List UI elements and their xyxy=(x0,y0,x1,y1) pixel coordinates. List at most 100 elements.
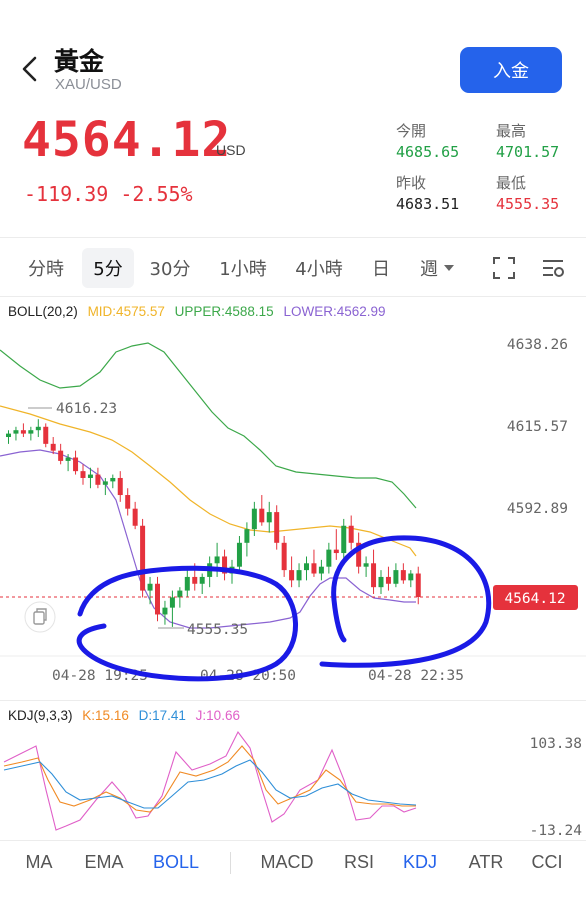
candle-body xyxy=(73,457,79,472)
candle-body xyxy=(296,570,302,581)
candle-body xyxy=(214,556,220,564)
y-axis-label: 4638.26 xyxy=(507,337,568,353)
y-axis-label: 4615.57 xyxy=(507,419,568,435)
tab-indicator-ma[interactable]: MA xyxy=(25,852,53,872)
candle-body xyxy=(311,563,317,574)
tab-timeframe-4h[interactable]: 4小時 xyxy=(295,259,343,280)
candle-body xyxy=(177,590,183,598)
bottom-divider xyxy=(0,840,586,841)
candle-body xyxy=(304,563,309,571)
boll-bands xyxy=(0,342,417,629)
candle-body xyxy=(400,570,406,581)
candle-body xyxy=(371,563,377,588)
candle-body xyxy=(251,508,257,530)
candle-body xyxy=(274,512,280,543)
current-price: 4564.12 xyxy=(22,112,232,168)
copy-icon[interactable] xyxy=(24,601,56,633)
open-label: 今開 xyxy=(396,122,427,140)
tab-timeframe-day[interactable]: 日 xyxy=(372,259,390,280)
kdj-d-line xyxy=(3,759,417,809)
candle-body xyxy=(333,549,339,554)
tab-timeframe-week[interactable]: 週 xyxy=(412,248,464,288)
candle-body xyxy=(80,471,86,478)
candle-body xyxy=(393,570,399,584)
candle-body xyxy=(117,477,123,496)
boll-legend: BOLL(20,2) MID:4575.57 UPPER:4588.15 LOW… xyxy=(8,304,392,319)
high-marker-label: 4616.23 xyxy=(56,401,117,417)
candle-body xyxy=(363,563,369,567)
candle-body xyxy=(87,474,93,478)
current-price-tag xyxy=(493,585,578,610)
candle-body xyxy=(318,566,324,574)
tab-indicator-boll[interactable]: BOLL xyxy=(152,852,200,872)
tab-timeframe-line[interactable]: 分時 xyxy=(28,259,64,280)
kdj-legend: KDJ(9,3,3) K:15.16 D:17.41 J:10.66 xyxy=(8,708,246,723)
candle-body xyxy=(147,583,153,591)
high-value: 4701.57 xyxy=(496,143,560,161)
candle-body xyxy=(102,481,108,485)
boll-mid-line xyxy=(0,405,417,557)
indicator-separator xyxy=(230,852,231,874)
kdj-chart[interactable]: 103.38 -13.24 xyxy=(0,726,586,840)
candle-body xyxy=(408,573,414,581)
candle-body xyxy=(95,474,101,485)
boll-mid: MID:4575.57 xyxy=(87,304,165,319)
price-change: -119.39 -2.55% xyxy=(24,182,193,206)
instrument-title: 黃金 xyxy=(54,47,105,76)
candle-body xyxy=(13,430,19,434)
kdj-j-line xyxy=(3,730,417,831)
kdj-axis-min: -13.24 xyxy=(530,823,583,839)
candle-body xyxy=(28,430,34,434)
boll-upper: UPPER:4588.15 xyxy=(174,304,274,319)
tab-indicator-cci[interactable]: CCI xyxy=(531,852,563,872)
tab-indicator-atr[interactable]: ATR xyxy=(468,852,504,872)
kdj-label: KDJ(9,3,3) xyxy=(8,708,73,723)
panel-divider xyxy=(0,700,586,701)
candle-body xyxy=(162,607,168,615)
candle-body xyxy=(415,573,421,597)
tab-timeframe-1h[interactable]: 1小時 xyxy=(219,259,267,280)
kdj-axis-max: 103.38 xyxy=(530,736,582,752)
price-currency: USD xyxy=(216,142,246,158)
candle-body xyxy=(43,426,49,444)
candle-body xyxy=(35,426,41,431)
price-change-percent: -2.55% xyxy=(120,182,193,206)
tabs-divider xyxy=(0,296,586,297)
tab-indicator-rsi[interactable]: RSI xyxy=(343,852,375,872)
low-marker-label: 4555.35 xyxy=(187,622,248,638)
caret-down-icon xyxy=(444,265,454,271)
low-label: 最低 xyxy=(496,174,527,192)
candle-body xyxy=(356,542,362,567)
candle-body xyxy=(385,576,391,584)
instrument-symbol: XAU/USD xyxy=(55,76,122,93)
high-label: 最高 xyxy=(496,122,527,140)
candle-body xyxy=(6,433,11,438)
back-arrow-icon[interactable] xyxy=(18,54,44,84)
candle-body xyxy=(326,549,332,567)
candle-body xyxy=(125,495,131,509)
chart-settings-icon[interactable] xyxy=(540,255,566,281)
candle-body xyxy=(58,450,64,461)
tab-timeframe-30m[interactable]: 30分 xyxy=(149,259,191,280)
low-value: 4555.35 xyxy=(496,195,560,213)
candle-body xyxy=(140,525,146,591)
price-change-value: -119.39 xyxy=(24,182,109,206)
tab-indicator-macd[interactable]: MACD xyxy=(260,852,314,872)
kdj-j: J:10.66 xyxy=(195,708,240,723)
tab-timeframe-week-label: 週 xyxy=(420,259,438,280)
candlestick-chart[interactable]: 4616.23 4555.35 4638.26 4615.57 4592.89 … xyxy=(0,326,586,696)
candle-body xyxy=(192,576,198,584)
tab-indicator-kdj[interactable]: KDJ xyxy=(402,852,438,872)
tab-indicator-ema[interactable]: EMA xyxy=(84,852,124,872)
candle-body xyxy=(169,597,175,608)
candle-body xyxy=(236,542,242,567)
deposit-button[interactable]: 入金 xyxy=(460,47,562,93)
fullscreen-icon[interactable] xyxy=(491,255,517,281)
candle-body xyxy=(244,529,250,543)
y-axis-label: 4592.89 xyxy=(507,501,568,517)
candle-body xyxy=(281,542,287,571)
candle-body xyxy=(222,556,228,574)
candle-body xyxy=(20,430,26,434)
tab-timeframe-5m[interactable]: 5分 xyxy=(82,248,134,288)
hand-drawn-circle-right xyxy=(319,535,492,668)
